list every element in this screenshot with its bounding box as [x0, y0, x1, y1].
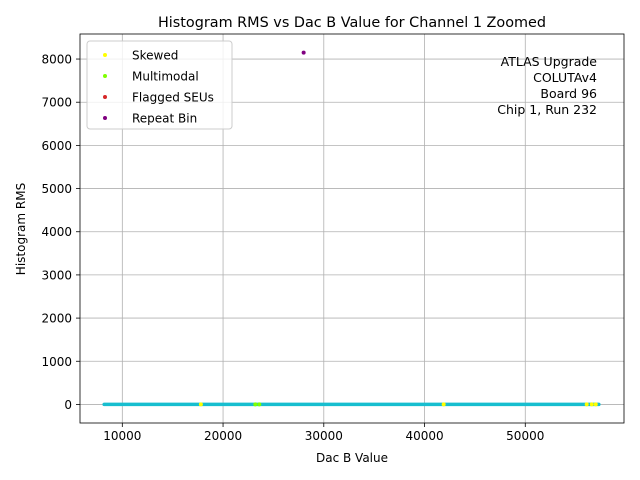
chart-title: Histogram RMS vs Dac B Value for Channel… — [158, 15, 546, 31]
y-tick-label: 1000 — [41, 355, 72, 369]
legend-frame — [86, 40, 233, 130]
point-multimodal — [257, 402, 262, 407]
legend-label: Flagged SEUs — [132, 91, 214, 105]
point-skewed — [593, 402, 598, 407]
y-tick-label: 5000 — [41, 182, 72, 196]
legend: Skewed Multimodal Flagged SEUs Repeat Bin — [86, 40, 233, 130]
y-tick-label: 2000 — [41, 312, 72, 326]
x-tick-label: 50000 — [506, 429, 544, 443]
y-axis-ticks: 0 1000 2000 3000 4000 5000 6000 7000 8000 — [41, 53, 80, 412]
y-tick-label: 4000 — [41, 225, 72, 239]
y-tick-label: 7000 — [41, 96, 72, 110]
data-points — [198, 50, 598, 407]
point-skewed — [441, 402, 446, 407]
y-tick-label: 8000 — [41, 53, 72, 67]
point-skewed — [584, 402, 589, 407]
y-tick-label: 3000 — [41, 268, 72, 282]
point-skewed — [589, 402, 594, 407]
y-axis-label: Histogram RMS — [14, 183, 28, 275]
x-tick-label: 20000 — [204, 429, 242, 443]
x-tick-label: 40000 — [405, 429, 443, 443]
annotation-box: ATLAS Upgrade COLUTAv4 Board 96 Chip 1, … — [497, 54, 597, 117]
plot-frame — [79, 33, 625, 424]
legend-marker — [103, 74, 107, 78]
annotation-line-2: COLUTAv4 — [533, 70, 597, 85]
legend-label: Multimodal — [132, 70, 199, 84]
legend-marker — [103, 116, 107, 120]
point-multimodal — [253, 402, 258, 407]
x-tick-label: 30000 — [305, 429, 343, 443]
x-axis-label: Dac B Value — [316, 451, 388, 465]
legend-label: Repeat Bin — [132, 112, 197, 126]
point-repeat-bin — [301, 50, 306, 55]
legend-label: Skewed — [132, 49, 178, 63]
x-axis-ticks: 10000 20000 30000 40000 50000 — [103, 423, 544, 443]
legend-marker — [103, 95, 107, 99]
x-tick-label: 10000 — [103, 429, 141, 443]
annotation-line-1: ATLAS Upgrade — [501, 54, 598, 69]
legend-items: Skewed Multimodal Flagged SEUs Repeat Bin — [103, 49, 214, 126]
y-tick-label: 0 — [64, 398, 72, 412]
annotation-line-4: Chip 1, Run 232 — [497, 102, 597, 117]
annotation-line-3: Board 96 — [540, 86, 597, 101]
legend-marker — [103, 53, 107, 57]
gridlines — [80, 34, 624, 423]
y-tick-label: 6000 — [41, 139, 72, 153]
point-skewed — [198, 402, 203, 407]
